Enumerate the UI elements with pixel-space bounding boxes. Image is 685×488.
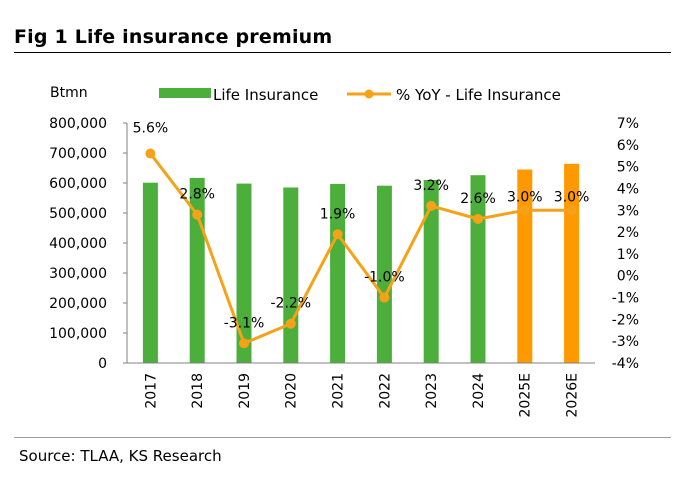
data-label-2024: 2.6% <box>460 191 496 207</box>
yoy-point-2019 <box>239 338 249 349</box>
legend-bar-swatch <box>159 88 211 98</box>
data-label-2022: -1.0% <box>364 270 405 286</box>
bar-2023 <box>423 180 439 363</box>
yoy-point-2026E <box>566 205 577 216</box>
y2-tick-label: -3% <box>612 334 639 350</box>
y2-tick-label: 4% <box>617 181 639 197</box>
y2-tick-label: 2% <box>617 225 639 241</box>
yoy-point-2017 <box>145 148 156 159</box>
x-tick-label: 2017 <box>143 373 159 409</box>
y-tick-label: 100,000 <box>49 326 107 342</box>
yoy-point-2025E <box>519 205 530 216</box>
y-tick-label: 300,000 <box>49 266 107 282</box>
y-axis-unit-label: Btmn <box>50 85 88 101</box>
data-label-2023: 3.2% <box>413 178 449 194</box>
legend-line-label: % YoY - Life Insurance <box>396 86 561 104</box>
yoy-point-2023 <box>426 200 437 211</box>
y2-tick-label: 0% <box>617 269 639 285</box>
y2-tick-label: 3% <box>617 203 639 219</box>
legend-bar-label: Life Insurance <box>213 86 318 104</box>
bar-2025E <box>517 169 533 363</box>
bar-2017 <box>142 182 158 363</box>
x-tick-label: 2018 <box>190 373 206 409</box>
y-tick-label: 0 <box>98 356 107 372</box>
yoy-point-2024 <box>473 214 483 224</box>
y-tick-label: 700,000 <box>49 146 107 162</box>
x-tick-label: 2019 <box>237 373 253 409</box>
y-tick-label: 500,000 <box>49 206 107 222</box>
legend: Life Insurance % YoY - Life Insurance <box>159 86 561 104</box>
data-label-2017: 5.6% <box>133 121 169 137</box>
y-tick-label: 400,000 <box>49 236 107 252</box>
source-rule <box>14 437 671 438</box>
y-tick-label: 600,000 <box>49 176 107 192</box>
x-tick-label: 2020 <box>284 373 300 409</box>
y2-tick-label: 6% <box>617 138 639 154</box>
bar-2021 <box>330 183 346 363</box>
y2-tick-label: 1% <box>617 247 639 263</box>
x-tick-label: 2025E <box>518 373 534 417</box>
source-note: Source: TLAA, KS Research <box>19 447 222 465</box>
data-label-2026E: 3.0% <box>554 189 590 205</box>
yoy-line <box>149 152 572 345</box>
y2-tick-label: -1% <box>612 291 639 307</box>
data-label-2019: -3.1% <box>224 315 265 331</box>
data-label-2020: -2.2% <box>270 296 311 312</box>
title-rule <box>14 52 671 53</box>
y2-tick-label: -4% <box>612 356 639 372</box>
x-tick-label: 2021 <box>331 373 347 409</box>
x-tick-label: 2026E <box>565 373 581 417</box>
x-tick-label: 2022 <box>377 373 393 409</box>
y2-tick-label: 5% <box>617 160 639 176</box>
data-label-2018: 2.8% <box>179 187 215 203</box>
yoy-point-2022 <box>379 292 390 303</box>
yoy-point-2021 <box>332 229 343 240</box>
data-label-2025E: 3.0% <box>507 189 543 205</box>
yoy-point-2020 <box>285 318 296 329</box>
y2-tick-label: 7% <box>617 116 639 132</box>
legend-line-marker <box>364 89 374 99</box>
y-tick-label: 200,000 <box>49 296 107 312</box>
x-tick-label: 2024 <box>471 373 487 409</box>
bar-2020 <box>283 187 299 363</box>
yoy-point-2018 <box>192 209 203 220</box>
data-label-2021: 1.9% <box>320 206 356 222</box>
plot-area: 0 100,000 200,000 300,000 400,000 500,000 600,… <box>49 116 639 417</box>
bar-2022 <box>376 185 392 363</box>
y2-tick-label: -2% <box>612 312 639 328</box>
bar-2019 <box>236 183 252 363</box>
y-tick-label: 800,000 <box>49 116 107 132</box>
x-tick-label: 2023 <box>424 373 440 409</box>
figure-title: Fig 1 Life insurance premium <box>14 26 333 48</box>
bar-2026E <box>564 163 580 363</box>
